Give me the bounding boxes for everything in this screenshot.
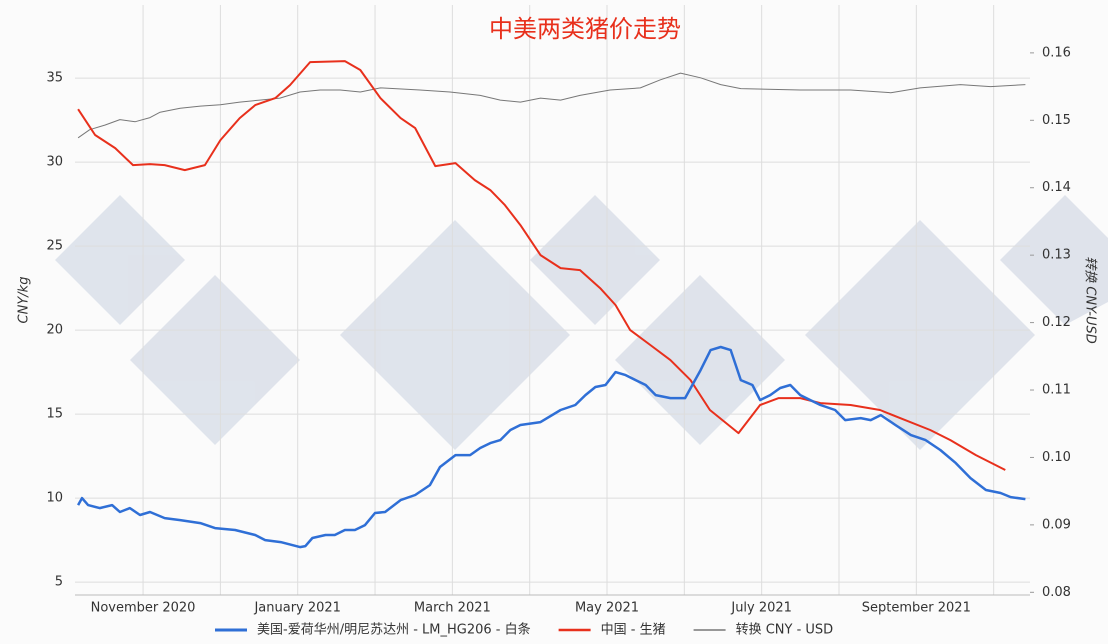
y2-axis-label: 转换 CNY-USD <box>1083 256 1098 344</box>
x-tick-label: January 2021 <box>253 601 341 616</box>
y-tick-label: 20 <box>46 323 63 338</box>
watermark <box>55 195 1108 450</box>
x-tick-label: September 2021 <box>862 601 971 616</box>
y2-tick-label: 0.10 <box>1042 450 1071 465</box>
chart-title: 中美两类猪价走势 <box>489 15 681 43</box>
legend-label: 中国 - 生猪 <box>601 623 666 638</box>
legend: 美国-爱荷华州/明尼苏达州 - LM_HG206 - 白条 中国 - 生猪 转换 C… <box>215 622 833 638</box>
y2-tick-label: 0.14 <box>1042 180 1071 195</box>
y2-tick-label: 0.08 <box>1042 585 1071 600</box>
y-tick-label: 25 <box>46 239 63 254</box>
y2-tick-label: 0.09 <box>1042 517 1071 532</box>
x-tick-label: November 2020 <box>91 601 196 616</box>
y-tick-label: 5 <box>55 575 63 590</box>
y-tick-label: 35 <box>46 71 63 86</box>
y2-tick-label: 0.12 <box>1042 315 1071 330</box>
series-line <box>77 72 1026 139</box>
y2-tick-label: 0.16 <box>1042 45 1071 60</box>
y2-tick-label: 0.15 <box>1042 113 1071 128</box>
y-axis-label: CNY/kg <box>17 277 32 324</box>
y-tick-label: 30 <box>46 155 63 170</box>
x-tick-label: July 2021 <box>730 601 792 616</box>
y-tick-label: 15 <box>46 407 63 422</box>
x-tick-label: May 2021 <box>575 601 639 616</box>
y-tick-label: 10 <box>46 491 63 506</box>
x-tick-label: March 2021 <box>414 601 491 616</box>
series-line <box>77 345 1026 549</box>
legend-label: 美国-爱荷华州/明尼苏达州 - LM_HG206 - 白条 <box>257 622 531 638</box>
y2-tick-label: 0.13 <box>1042 248 1071 263</box>
y2-tick-label: 0.11 <box>1042 383 1071 398</box>
legend-label: 转换 CNY - USD <box>736 623 834 638</box>
